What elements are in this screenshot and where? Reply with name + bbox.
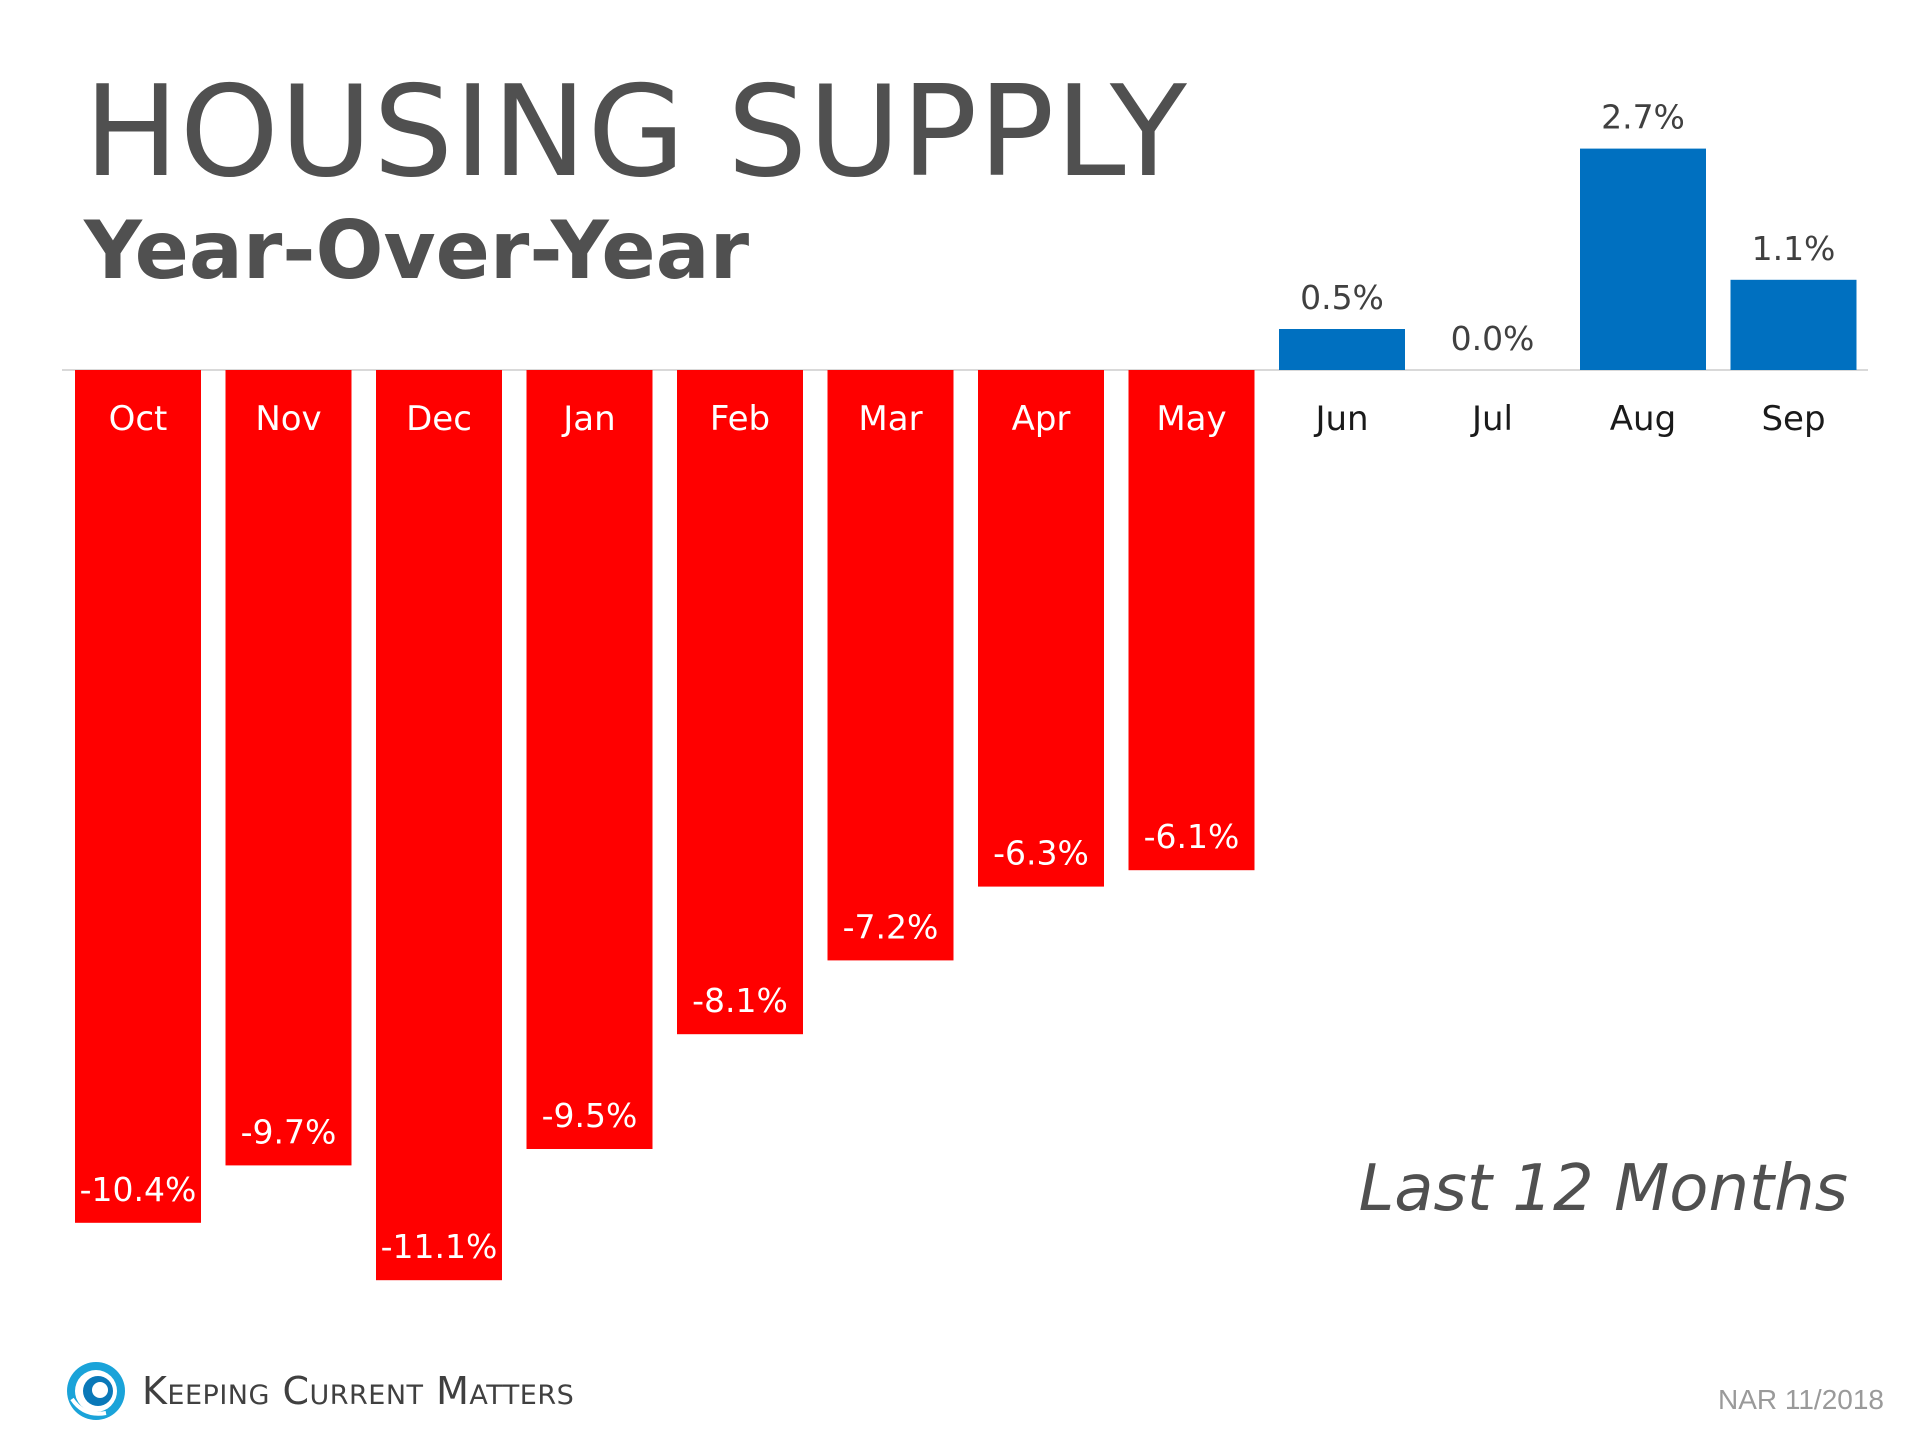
bar-nov <box>225 370 352 1166</box>
data-label: -9.5% <box>542 1096 638 1135</box>
bar-dec <box>376 370 502 1281</box>
category-label: May <box>1156 399 1226 439</box>
period-label: Last 12 Months <box>1358 1152 1848 1226</box>
data-label: -6.3% <box>993 834 1089 873</box>
bar-jun <box>1279 329 1405 370</box>
category-label: Dec <box>406 399 472 439</box>
category-label: Oct <box>109 399 168 439</box>
category-label: Feb <box>710 399 770 439</box>
category-label: Jul <box>1470 399 1513 439</box>
category-label: Apr <box>1012 399 1071 439</box>
data-label: -7.2% <box>843 907 939 946</box>
category-label: Nov <box>255 399 321 439</box>
brand: Keeping Current Matters <box>64 1358 574 1424</box>
category-label: Jun <box>1313 399 1368 439</box>
data-label: 1.1% <box>1752 229 1836 268</box>
bar-may <box>1128 370 1255 871</box>
data-label: -6.1% <box>1144 817 1240 856</box>
bar-feb <box>677 370 803 1035</box>
data-label: -8.1% <box>692 981 788 1020</box>
category-label: Jan <box>561 399 615 439</box>
chart-title: HOUSING SUPPLY <box>84 58 1188 205</box>
bar-oct <box>75 370 201 1223</box>
bar-apr <box>978 370 1104 887</box>
data-label: -9.7% <box>241 1112 337 1151</box>
brand-name: Keeping Current Matters <box>142 1369 575 1413</box>
bar-sep <box>1730 279 1857 370</box>
chart-subtitle: Year-Over-Year <box>84 204 750 297</box>
bar-jan <box>526 370 653 1149</box>
data-label: -10.4% <box>80 1170 197 1209</box>
data-label: 2.7% <box>1601 98 1685 137</box>
source-note: NAR 11/2018 <box>1717 1384 1884 1415</box>
data-label: -11.1% <box>381 1227 498 1266</box>
category-label: Aug <box>1610 399 1676 439</box>
bar-aug <box>1580 148 1706 370</box>
data-label: 0.0% <box>1451 319 1535 358</box>
category-label: Mar <box>858 399 922 439</box>
category-label: Sep <box>1761 399 1825 439</box>
bar-mar <box>827 370 954 961</box>
spiral-logo-icon <box>67 1362 125 1420</box>
data-label: 0.5% <box>1300 278 1384 317</box>
